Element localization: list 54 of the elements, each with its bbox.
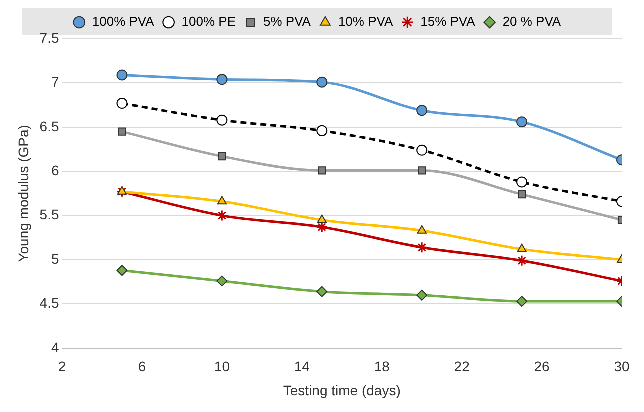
point [316,286,328,298]
x-tick-label: 22 [454,358,470,375]
y-tick-label: 7 [51,74,60,90]
point [217,196,228,205]
point [318,166,326,175]
point [216,114,228,126]
x-tick-label: 2 [58,358,66,375]
y-tick-label: 6.5 [40,118,60,134]
y-tick-label: 4.5 [40,295,60,312]
x-tick-label: 26 [534,358,550,375]
point [416,105,428,116]
point [117,186,128,195]
x-tick-label: 18 [374,358,390,375]
point [416,290,428,301]
y-tick-label: 5 [51,250,60,267]
point [516,296,528,308]
x-axis-title: Testing time (days) [283,382,401,398]
legend-label: 100% PVA [92,14,155,30]
point [216,276,228,287]
y-tick-label: 6 [51,162,60,178]
point [316,76,328,88]
point [116,70,128,81]
point [118,128,126,136]
x-tick-label: 14 [294,358,310,375]
y-tick-label: 7.5 [40,30,60,46]
point [416,242,428,254]
point [516,116,528,128]
point [516,255,528,267]
legend-label: 15% PVA [420,14,476,30]
point [216,210,228,222]
x-tick-label: 6 [138,358,146,375]
point [116,186,128,198]
point [516,176,528,188]
legend-label: 10% PVA [338,14,394,30]
point [116,265,128,276]
point [316,125,328,136]
point [316,222,328,234]
point [416,144,428,156]
point [418,166,426,175]
point [218,152,226,161]
point [317,214,327,224]
y-tick-label: 5.5 [40,206,60,223]
point [517,244,527,252]
point [216,74,228,86]
point [518,190,526,199]
point [116,98,128,110]
x-tick-label: 10 [214,358,230,375]
legend-label: 100% PE [182,14,236,30]
legend-label: 5% PVA [264,14,312,30]
point [417,225,427,234]
legend-label: 20 % PVA [502,14,562,30]
y-axis-title: Young modulus (GPa) [15,125,32,262]
y-tick-label: 4 [51,339,60,356]
x-tick-label: 30 [614,358,630,375]
